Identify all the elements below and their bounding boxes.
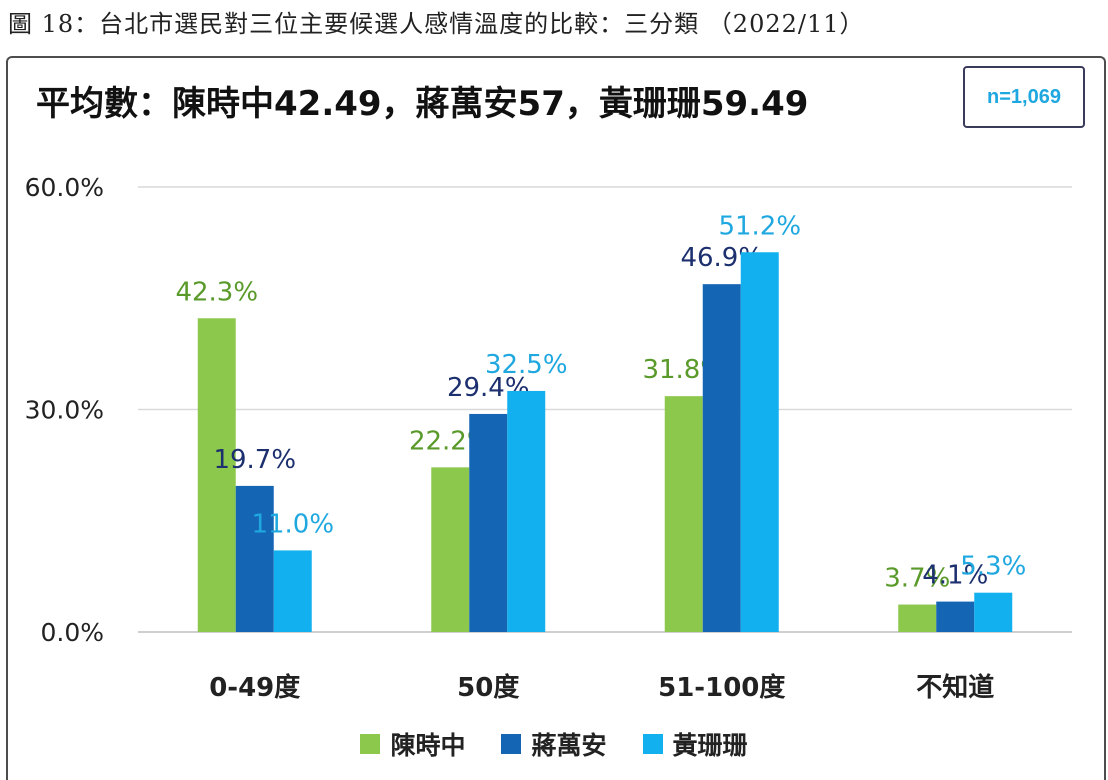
bar bbox=[507, 390, 546, 632]
bar bbox=[469, 413, 508, 632]
bar bbox=[702, 284, 741, 632]
sample-size-badge: n=1,069 bbox=[963, 66, 1085, 128]
data-label: 3.7% bbox=[884, 564, 950, 594]
y-tick-label: 60.0% bbox=[25, 173, 104, 202]
y-tick-label: 0.0% bbox=[40, 618, 104, 647]
legend-label-series-1: 陳時中 bbox=[390, 731, 466, 760]
bar bbox=[664, 396, 703, 632]
x-tick-label: 0-49度 bbox=[209, 672, 300, 703]
bar bbox=[936, 601, 975, 632]
legend-item-series-1: 陳時中 bbox=[360, 726, 465, 762]
data-label: 4.1% bbox=[922, 561, 988, 591]
data-label: 42.3% bbox=[175, 277, 258, 307]
legend-swatch-series-1 bbox=[360, 734, 381, 754]
data-label: 51.2% bbox=[718, 211, 801, 241]
bar bbox=[197, 318, 236, 632]
bar bbox=[974, 592, 1013, 632]
y-tick-label: 30.0% bbox=[25, 396, 104, 425]
chart-legend: 陳時中 蔣萬安 黃珊珊 bbox=[0, 726, 1108, 762]
chart-subtitle: 平均數：陳時中42.49，蔣萬安57，黃珊珊59.49 bbox=[36, 84, 809, 124]
bar bbox=[235, 485, 274, 632]
bar bbox=[740, 252, 779, 632]
bar bbox=[898, 604, 937, 632]
data-label: 19.7% bbox=[213, 445, 296, 475]
bar bbox=[431, 467, 470, 632]
data-label: 11.0% bbox=[251, 509, 334, 539]
legend-label-series-2: 蔣萬安 bbox=[531, 731, 607, 760]
bar-chart: 0.0%30.0%60.0%42.3%19.7%11.0%0-49度22.2%2… bbox=[25, 173, 1072, 703]
legend-item-series-2: 蔣萬安 bbox=[501, 726, 607, 762]
legend-swatch-series-2 bbox=[501, 734, 522, 754]
data-label: 5.3% bbox=[960, 552, 1026, 582]
legend-swatch-series-3 bbox=[642, 734, 663, 754]
x-tick-label: 不知道 bbox=[916, 672, 994, 703]
sample-size-text: n=1,069 bbox=[987, 85, 1061, 108]
bar bbox=[273, 550, 312, 632]
legend-item-series-3: 黃珊珊 bbox=[642, 726, 748, 762]
figure-caption: 圖 18：台北市選民對三位主要候選人感情溫度的比較：三分類 （2022/11） bbox=[8, 10, 865, 38]
data-label: 32.5% bbox=[485, 350, 568, 380]
x-tick-label: 50度 bbox=[457, 672, 519, 703]
x-tick-label: 51-100度 bbox=[658, 672, 785, 703]
legend-label-series-3: 黃珊珊 bbox=[672, 731, 748, 760]
chart-frame bbox=[6, 56, 1106, 780]
